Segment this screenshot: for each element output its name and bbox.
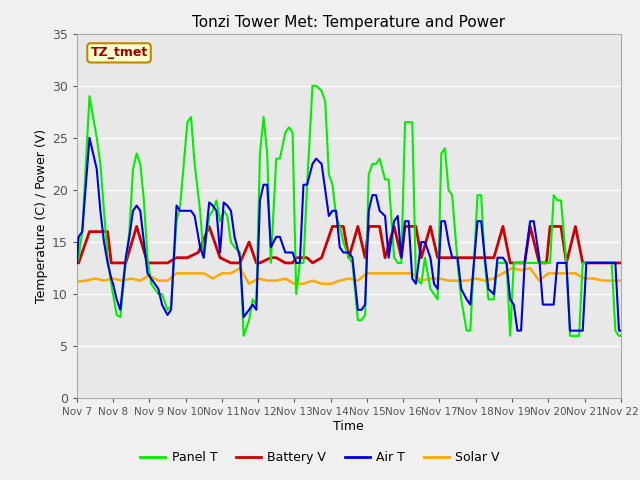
Title: Tonzi Tower Met: Temperature and Power: Tonzi Tower Met: Temperature and Power (192, 15, 506, 30)
Panel T (503, 260, 511, 266)
Panel T (276, 156, 284, 162)
Text: TZ_tmet: TZ_tmet (90, 47, 148, 60)
Panel T (417, 281, 425, 287)
Air T (276, 234, 284, 240)
Line: Battery V: Battery V (77, 227, 621, 263)
Line: Solar V: Solar V (77, 268, 621, 284)
Air T (264, 182, 271, 188)
Solar V (73, 279, 81, 285)
X-axis label: Time: Time (333, 420, 364, 433)
Air T (513, 328, 521, 334)
Battery V (617, 260, 625, 266)
Air T (412, 281, 420, 287)
Air T (617, 328, 625, 334)
Battery V (86, 229, 93, 235)
Air T (151, 281, 159, 287)
Battery V (365, 224, 372, 229)
Battery V (133, 224, 141, 229)
Solar V (417, 278, 425, 284)
Panel T (617, 333, 625, 339)
Battery V (426, 224, 434, 229)
Line: Air T: Air T (77, 138, 621, 331)
Solar V (236, 265, 244, 271)
Line: Panel T: Panel T (77, 86, 621, 336)
Y-axis label: Temperature (C) / Power (V): Temperature (C) / Power (V) (35, 129, 48, 303)
Battery V (506, 260, 514, 266)
Panel T (73, 260, 81, 266)
Battery V (256, 260, 264, 266)
Battery V (599, 260, 607, 266)
Solar V (200, 270, 207, 276)
Panel T (308, 83, 316, 89)
Solar V (282, 276, 289, 281)
Solar V (617, 278, 625, 284)
Panel T (147, 281, 155, 287)
Air T (499, 255, 507, 261)
Solar V (245, 281, 253, 287)
Panel T (321, 98, 329, 104)
Legend: Panel T, Battery V, Air T, Solar V: Panel T, Battery V, Air T, Solar V (136, 446, 504, 469)
Solar V (381, 270, 389, 276)
Panel T (264, 151, 271, 156)
Air T (86, 135, 93, 141)
Solar V (182, 270, 189, 276)
Air T (317, 161, 325, 167)
Panel T (240, 333, 248, 339)
Battery V (73, 260, 81, 266)
Air T (73, 260, 81, 266)
Solar V (563, 270, 570, 276)
